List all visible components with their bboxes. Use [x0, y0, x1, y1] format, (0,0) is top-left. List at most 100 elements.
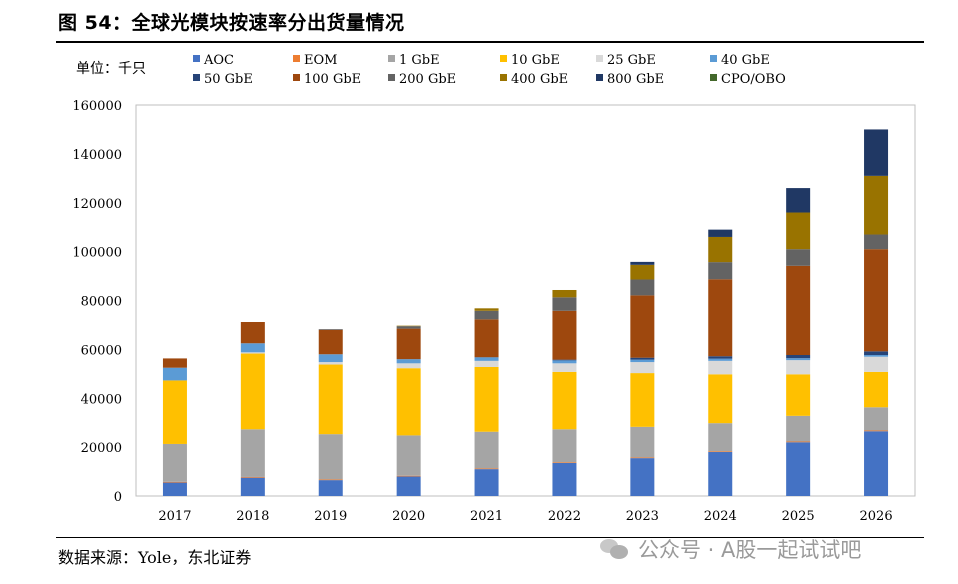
- legend-swatch: [710, 74, 717, 81]
- bar-segment: [474, 357, 499, 361]
- y-tick-label: 140000: [72, 148, 122, 163]
- x-tick-label: 2022: [548, 509, 581, 524]
- bar-segment: [630, 261, 655, 265]
- bar-segment: [630, 373, 655, 427]
- legend-label: 10 GbE: [511, 53, 560, 68]
- bar-segment: [708, 451, 733, 453]
- x-tick-label: 2021: [470, 509, 503, 524]
- bar-segment: [396, 476, 421, 496]
- bar-segment: [318, 479, 343, 481]
- bar-segment: [318, 329, 343, 330]
- legend-label: 100 GbE: [304, 72, 361, 87]
- bar-segment: [786, 441, 811, 443]
- y-tick-label: 160000: [72, 99, 122, 114]
- bar-segment: [708, 374, 733, 424]
- bar-segment: [396, 475, 421, 477]
- legend-swatch: [293, 55, 300, 62]
- bar-segment: [864, 234, 889, 250]
- bar-segment: [630, 426, 655, 458]
- legend-swatch: [193, 55, 200, 62]
- stacked-bar-chart: 单位：千只 AOC EOM 1 GbE 10 GbE 25 GbE 40 GbE 50 Gb…: [72, 53, 916, 524]
- chart-title: 图 54：全球光模块按速率分出货量情况: [58, 12, 405, 34]
- bar-segment: [240, 476, 265, 478]
- x-tick-label: 2026: [860, 509, 893, 524]
- legend-swatch: [388, 74, 395, 81]
- bar-segment: [708, 423, 733, 452]
- bar-segment: [552, 289, 577, 298]
- bar-segment: [864, 431, 889, 496]
- bar-segment: [240, 353, 265, 430]
- y-tick-label: 120000: [72, 197, 122, 212]
- bar-segment: [786, 188, 811, 213]
- bar-segment: [474, 360, 499, 367]
- bar-segment: [162, 482, 187, 496]
- bar-segment: [786, 358, 811, 361]
- bar-segment: [396, 435, 421, 476]
- x-axis: 2017 2018 2019 2020 2021 2022 2023 2024 2025 2026: [158, 509, 892, 524]
- bar-segment: [864, 356, 889, 372]
- bar-segment: [474, 319, 499, 358]
- bar-segment: [162, 443, 187, 482]
- bar-segment: [630, 457, 655, 459]
- bar-segment: [474, 308, 499, 311]
- legend-label: 800 GbE: [607, 72, 664, 87]
- bar-segment: [864, 354, 889, 357]
- bar-segment: [708, 358, 733, 361]
- bar-segment: [240, 429, 265, 477]
- bars: [162, 129, 889, 496]
- bar-segment: [708, 229, 733, 237]
- bar-segment: [786, 354, 811, 359]
- legend-swatch: [500, 74, 507, 81]
- bar-segment: [786, 212, 811, 250]
- bar-segment: [240, 477, 265, 496]
- bar-segment: [864, 175, 889, 235]
- bar-segment: [786, 374, 811, 416]
- legend-swatch: [193, 74, 200, 81]
- bar-segment: [318, 434, 343, 480]
- legend-swatch: [388, 55, 395, 62]
- bar-segment: [552, 310, 577, 360]
- bar-segment: [864, 407, 889, 431]
- legend-label: 50 GbE: [204, 72, 253, 87]
- y-tick-label: 100000: [72, 246, 122, 261]
- bar-segment: [318, 329, 343, 355]
- bar-segment: [630, 357, 655, 360]
- bar-segment: [318, 362, 343, 365]
- y-axis: 0 20000 40000 60000 80000 100000 120000 140000 1…: [72, 99, 122, 505]
- bar-segment: [552, 371, 577, 430]
- y-tick-label: 80000: [81, 295, 122, 310]
- bar-segment: [162, 380, 187, 444]
- x-tick-label: 2018: [236, 509, 269, 524]
- bar-segment: [630, 362, 655, 374]
- x-tick-label: 2025: [782, 509, 815, 524]
- bar-segment: [396, 368, 421, 436]
- legend-label: 200 GbE: [399, 72, 456, 87]
- legend-label: EOM: [304, 53, 337, 68]
- bar-segment: [630, 264, 655, 280]
- bar-segment: [708, 279, 733, 357]
- bar-segment: [630, 458, 655, 496]
- bar-segment: [786, 442, 811, 496]
- bar-segment: [396, 363, 421, 369]
- bar-segment: [630, 279, 655, 296]
- legend-swatch: [596, 74, 603, 81]
- x-tick-label: 2023: [626, 509, 659, 524]
- legend-label: 40 GbE: [721, 53, 770, 68]
- bar-segment: [630, 359, 655, 363]
- watermark-text: 公众号 · A股一起试试吧: [638, 538, 862, 562]
- bar-segment: [552, 429, 577, 463]
- legend-swatch: [500, 55, 507, 62]
- bar-segment: [474, 431, 499, 469]
- bar-segment: [864, 129, 889, 176]
- bar-segment: [708, 356, 733, 359]
- bar-segment: [474, 468, 499, 470]
- bar-segment: [552, 463, 577, 496]
- bar-segment: [162, 358, 187, 368]
- bar-segment: [786, 360, 811, 375]
- bar-segment: [240, 322, 265, 344]
- bar-segment: [474, 310, 499, 320]
- bar-segment: [708, 360, 733, 375]
- bar-segment: [240, 352, 265, 354]
- bar-segment: [162, 481, 187, 483]
- bar-segment: [786, 415, 811, 442]
